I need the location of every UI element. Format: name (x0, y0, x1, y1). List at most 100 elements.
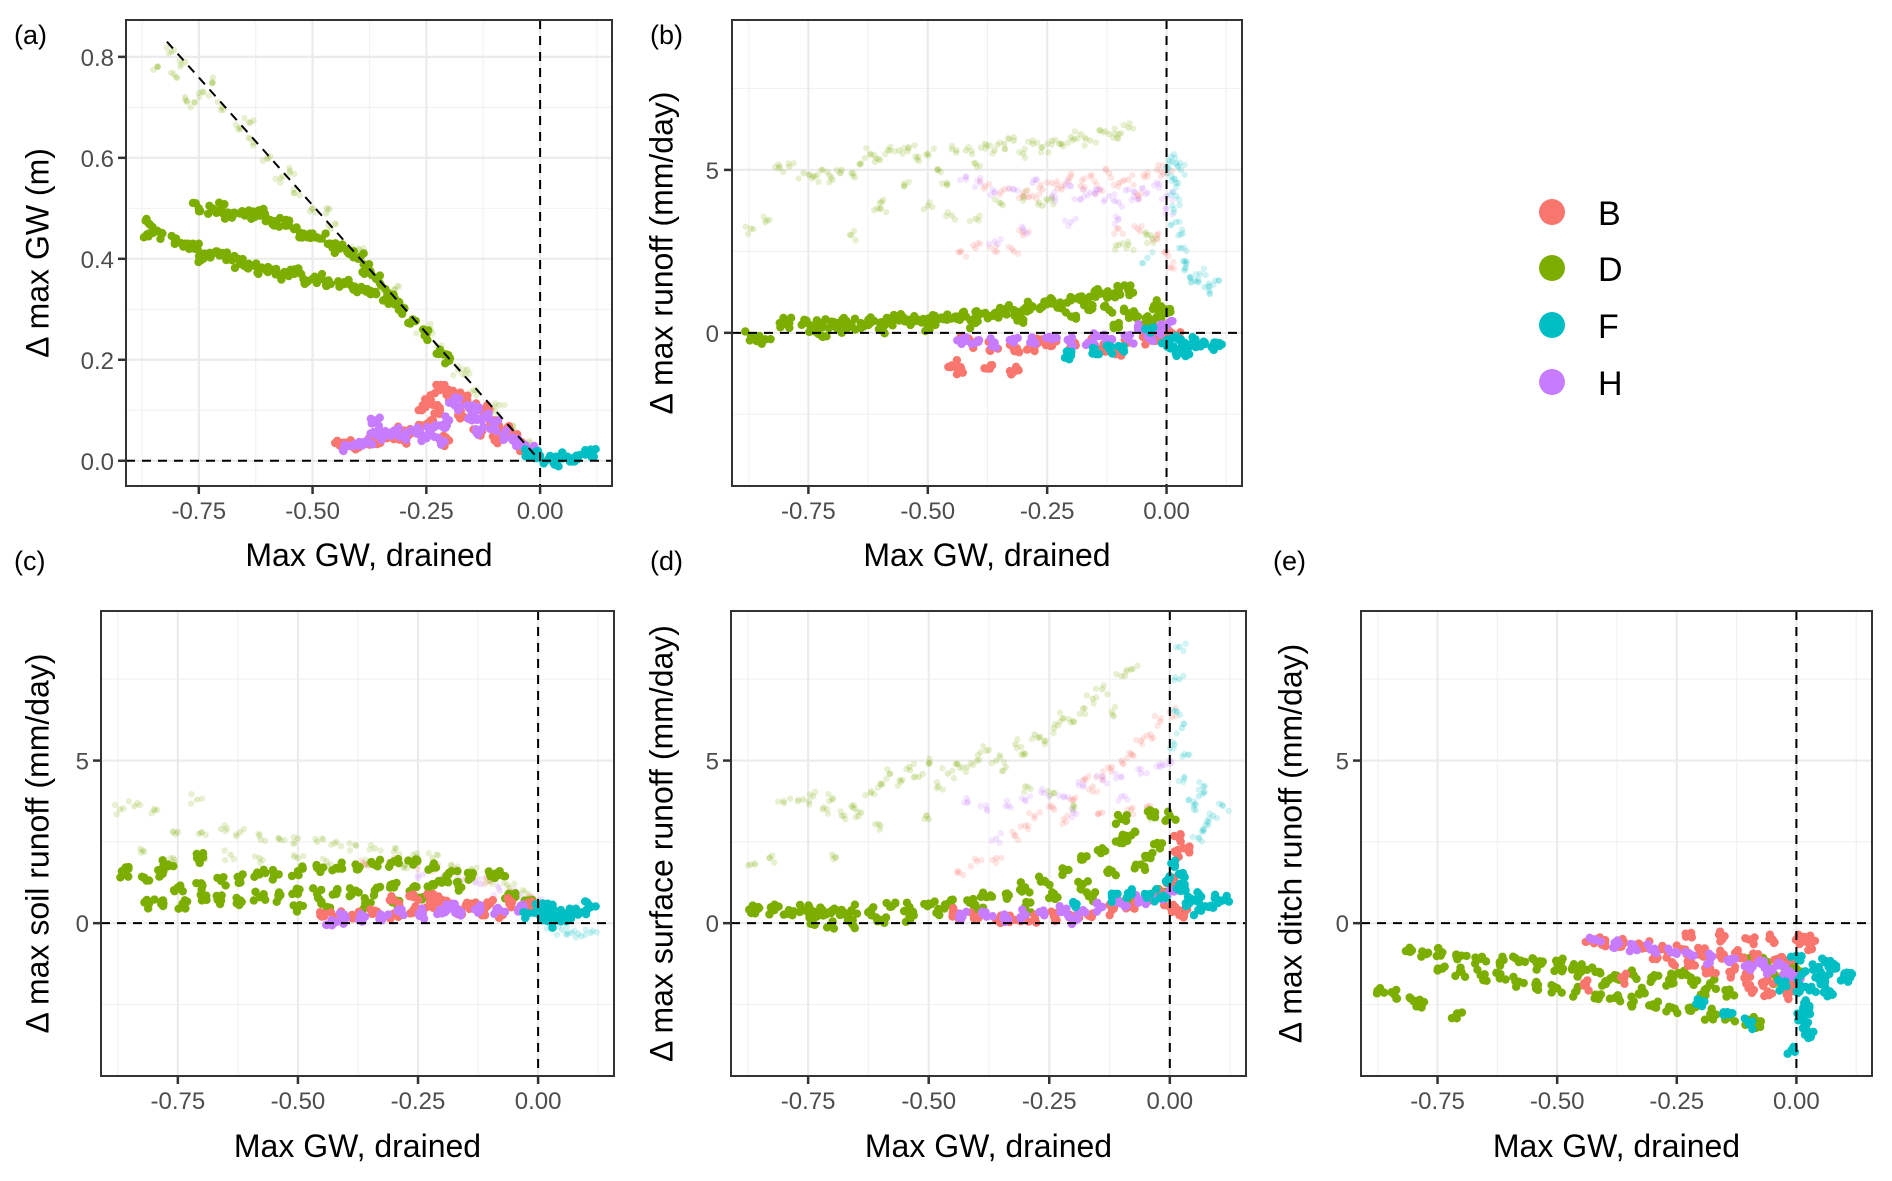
data-point (991, 147, 998, 154)
data-point (1021, 783, 1029, 790)
data-point (1153, 231, 1161, 239)
data-point (1201, 284, 1208, 291)
data-point (935, 166, 942, 174)
legend-item-d[interactable]: D (1539, 251, 1623, 289)
data-point (167, 231, 176, 241)
data-point (275, 835, 282, 842)
data-point (1169, 159, 1176, 166)
data-point (413, 856, 422, 866)
data-point (1775, 986, 1784, 995)
data-point (331, 220, 339, 227)
data-point (1093, 772, 1101, 779)
data-point (959, 764, 966, 771)
data-point (405, 909, 415, 918)
data-point (1039, 202, 1046, 209)
data-point (974, 239, 981, 247)
x-axis-title: Max GW, drained (863, 537, 1110, 573)
data-point (1128, 750, 1135, 758)
data-point (1168, 221, 1175, 228)
data-point (1086, 173, 1094, 180)
data-point (441, 412, 450, 421)
data-point (992, 243, 1000, 250)
data-point (989, 186, 996, 193)
data-point (1144, 239, 1151, 247)
data-point (1689, 951, 1698, 960)
data-point (1144, 169, 1151, 176)
data-point (1134, 662, 1141, 669)
data-point (1532, 977, 1541, 987)
data-point (1825, 969, 1834, 979)
data-point (1718, 935, 1727, 944)
data-point (1180, 778, 1187, 786)
data-point (1080, 781, 1087, 788)
data-point (1144, 189, 1151, 196)
data-point (871, 151, 878, 159)
data-point (919, 770, 926, 778)
data-point (1019, 228, 1026, 236)
data-point (1125, 186, 1132, 193)
data-point (1010, 346, 1019, 356)
data-point (240, 825, 248, 833)
data-point (1029, 140, 1037, 148)
data-point (863, 908, 873, 917)
data-point (169, 861, 178, 871)
data-point (780, 168, 787, 176)
data-point (1219, 802, 1227, 810)
data-point (1129, 804, 1136, 811)
data-point (168, 48, 175, 56)
data-point (1048, 137, 1056, 144)
data-point (1206, 810, 1213, 817)
legend-item-h[interactable]: H (1539, 365, 1623, 403)
data-point (1015, 314, 1025, 324)
data-point (956, 176, 964, 184)
data-point (219, 872, 228, 882)
data-point (113, 810, 120, 818)
data-point (983, 364, 992, 373)
legend-item-f[interactable]: F (1539, 308, 1619, 346)
grid (1361, 611, 1872, 1076)
data-point (345, 884, 355, 893)
data-point (1050, 201, 1057, 208)
data-point (167, 69, 175, 77)
points (741, 120, 1226, 379)
data-point (974, 751, 982, 759)
data-point (1130, 181, 1137, 188)
data-point (786, 163, 793, 170)
data-point (111, 801, 119, 809)
data-point (795, 796, 802, 804)
data-point (1194, 891, 1203, 900)
data-point (1061, 308, 1071, 317)
x-axis-title: Max GW, drained (865, 1128, 1112, 1164)
data-point (1533, 985, 1543, 995)
data-point (1471, 953, 1480, 962)
data-point (1496, 969, 1505, 979)
data-point (1094, 810, 1101, 818)
data-point (1166, 745, 1174, 752)
data-point (174, 828, 182, 836)
data-point (1159, 761, 1166, 768)
data-point (507, 897, 517, 907)
legend-item-b[interactable]: B (1539, 195, 1621, 233)
data-point (991, 188, 998, 196)
data-point (1010, 248, 1017, 255)
data-point (1079, 776, 1087, 784)
data-point (1168, 167, 1176, 175)
data-point (842, 316, 851, 326)
data-point (355, 862, 364, 872)
data-point (1060, 794, 1068, 801)
grid (732, 20, 1242, 486)
data-point (1170, 259, 1177, 266)
data-point (1683, 961, 1693, 971)
data-point (1113, 225, 1120, 233)
data-point (337, 864, 347, 873)
data-point (1128, 196, 1136, 204)
data-point (349, 440, 359, 449)
data-point (911, 142, 918, 149)
data-point (391, 844, 399, 852)
data-point (1017, 887, 1027, 896)
data-point (837, 169, 844, 177)
data-point (870, 206, 878, 214)
data-point (1081, 710, 1089, 718)
data-point (1077, 196, 1084, 203)
